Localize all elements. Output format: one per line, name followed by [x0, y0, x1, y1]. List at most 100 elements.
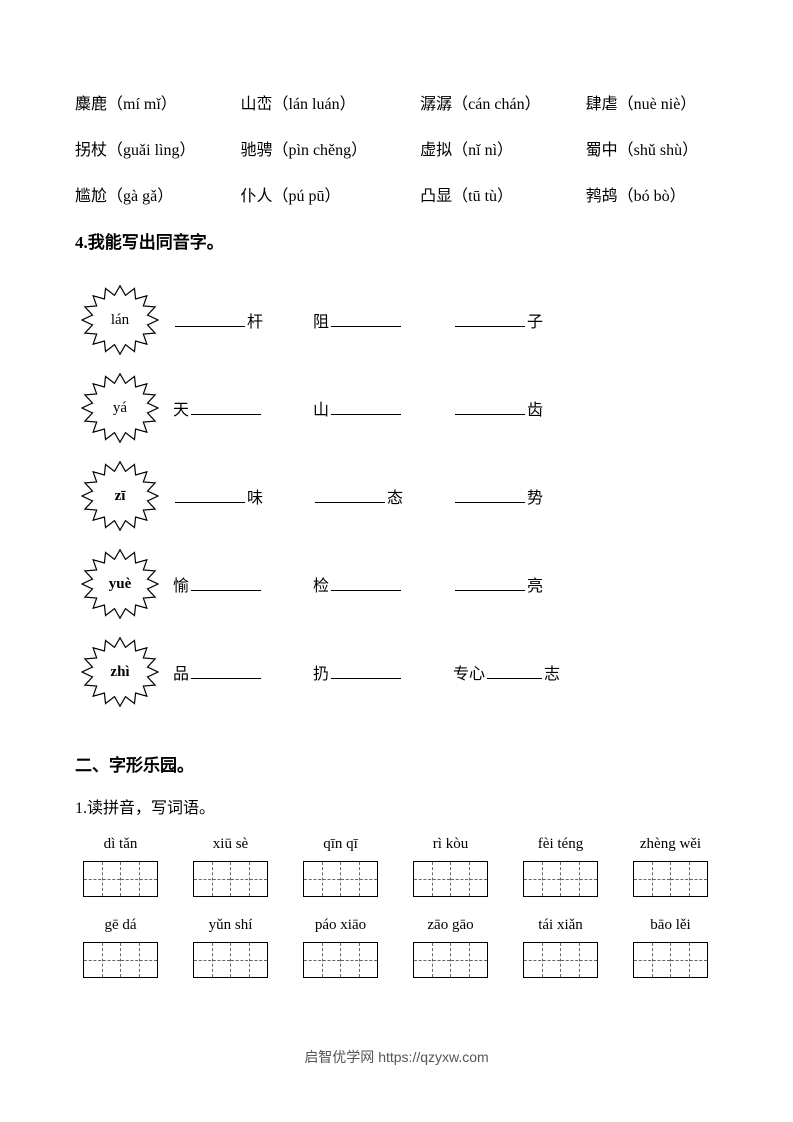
word-item: 虚拟（nǐ nì） [420, 136, 585, 160]
pinyin-label: gē dá [83, 917, 158, 934]
word: 拐杖 [75, 142, 107, 159]
fill-group: 愉检亮 [173, 572, 718, 596]
tian-cell [121, 943, 158, 977]
starburst-badge: zhì [75, 633, 165, 711]
pinyin: （shǔ shù） [618, 142, 698, 159]
fill-post: 志 [544, 660, 560, 684]
word-item: 山峦（lán luán） [240, 90, 420, 114]
tian-box[interactable] [303, 942, 378, 978]
tian-cell [414, 862, 451, 896]
fill-post: 齿 [527, 396, 543, 420]
tian-box[interactable] [193, 942, 268, 978]
blank-line[interactable] [175, 485, 245, 503]
fill-item: 齿 [453, 396, 543, 420]
word-item: 潺潺（cán chán） [420, 90, 585, 114]
tian-box[interactable] [523, 942, 598, 978]
blank-line[interactable] [487, 661, 542, 679]
homophone-row: zhì品扔专心志 [75, 633, 718, 711]
pinyin-label: fèi téng [523, 836, 598, 853]
tian-cell [634, 943, 671, 977]
fill-item: 专心 志 [453, 660, 560, 684]
word: 鹁鸪 [586, 188, 618, 205]
starburst-label: yá [113, 400, 127, 417]
word-item: 肆虐（nuè niè） [586, 90, 718, 114]
blank-line[interactable] [455, 573, 525, 591]
tian-box[interactable] [523, 861, 598, 897]
blank-line[interactable] [331, 309, 401, 327]
fill-pre: 山 [313, 396, 329, 420]
pinyin: （mí mǐ） [107, 96, 177, 113]
fill-item: 检 [313, 572, 403, 596]
fill-pre: 检 [313, 572, 329, 596]
tian-cell [414, 943, 451, 977]
starburst-label: yuè [109, 576, 132, 593]
word-item: 驰骋（pìn chěng） [240, 136, 420, 160]
tian-box[interactable] [303, 861, 378, 897]
blank-line[interactable] [331, 661, 401, 679]
section2-subtitle: 1.读拼音，写词语。 [75, 794, 718, 818]
tian-cell [341, 943, 378, 977]
word: 潺潺 [420, 96, 452, 113]
fill-pre: 扔 [313, 660, 329, 684]
fill-item: 子 [453, 308, 543, 332]
blank-line[interactable] [315, 485, 385, 503]
tian-box[interactable] [633, 861, 708, 897]
tian-cell [524, 943, 561, 977]
pinyin-row: gē dáyǔn shípáo xiāozāo gāotái xiǎnbāo l… [75, 917, 718, 934]
tian-box[interactable] [83, 942, 158, 978]
tian-box[interactable] [413, 942, 488, 978]
pinyin-label: zhèng wěi [633, 836, 708, 853]
blank-line[interactable] [455, 397, 525, 415]
fill-pre: 阻 [313, 308, 329, 332]
blank-line[interactable] [331, 397, 401, 415]
word-row-3: 尴尬（gà gǎ） 仆人（pú pū） 凸显（tū tù） 鹁鸪（bó bò） [75, 182, 718, 206]
fill-item: 势 [453, 484, 543, 508]
fill-post: 杆 [247, 308, 263, 332]
pinyin: （nuè niè） [618, 96, 697, 113]
starburst-badge: lán [75, 281, 165, 359]
pinyin-label: qīn qī [303, 836, 378, 853]
fill-item: 亮 [453, 572, 543, 596]
tian-box[interactable] [83, 861, 158, 897]
tian-cell [304, 862, 341, 896]
box-row [75, 861, 718, 897]
pinyin-label: rì kòu [413, 836, 488, 853]
word: 肆虐 [586, 96, 618, 113]
word-item: 鹁鸪（bó bò） [586, 182, 718, 206]
pinyin-label: tái xiǎn [523, 917, 598, 934]
tian-box[interactable] [633, 942, 708, 978]
pinyin: （bó bò） [618, 188, 686, 205]
pinyin: （gà gǎ） [107, 188, 173, 205]
blank-line[interactable] [455, 485, 525, 503]
blank-line[interactable] [191, 397, 261, 415]
blank-line[interactable] [175, 309, 245, 327]
tian-cell [84, 943, 121, 977]
pinyin-label: páo xiāo [303, 917, 378, 934]
box-row [75, 942, 718, 978]
fill-item: 天 [173, 396, 263, 420]
fill-pre: 专心 [453, 660, 485, 684]
fill-item: 山 [313, 396, 403, 420]
word: 凸显 [420, 188, 452, 205]
word: 山峦 [240, 96, 272, 113]
pinyin: （tū tù） [452, 188, 513, 205]
tian-cell [561, 862, 598, 896]
word-item: 凸显（tū tù） [420, 182, 585, 206]
word-item: 仆人（pú pū） [240, 182, 420, 206]
word: 虚拟 [420, 142, 452, 159]
fill-group: 品扔专心志 [173, 660, 718, 684]
homophones-section: lán杆阻子yá天山齿zī味态势yuè愉检亮zhì品扔专心志 [75, 281, 718, 711]
tian-box[interactable] [193, 861, 268, 897]
tian-box[interactable] [413, 861, 488, 897]
blank-line[interactable] [191, 661, 261, 679]
pinyin-label: zāo gāo [413, 917, 488, 934]
fill-post: 势 [527, 484, 543, 508]
section4-title: 4.我能写出同音字。 [75, 228, 718, 253]
blank-line[interactable] [191, 573, 261, 591]
tian-cell [231, 862, 268, 896]
blank-line[interactable] [331, 573, 401, 591]
blank-line[interactable] [455, 309, 525, 327]
fill-item: 味 [173, 484, 263, 508]
section-2: 二、字形乐园。 1.读拼音，写词语。 dì tǎnxiū sèqīn qīrì … [75, 751, 718, 978]
tian-cell [121, 862, 158, 896]
